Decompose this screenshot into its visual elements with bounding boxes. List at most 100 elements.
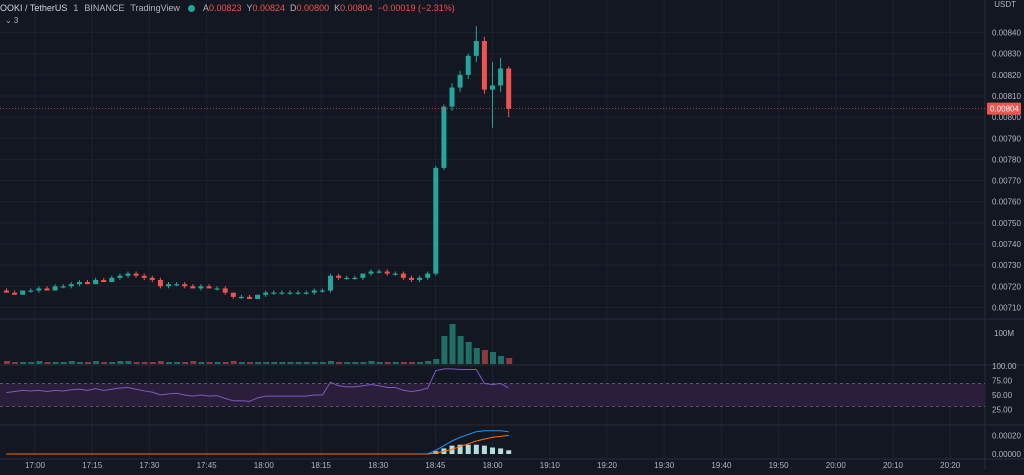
candle-body	[344, 277, 350, 280]
volume-bar	[392, 362, 399, 364]
volume-bar	[182, 362, 189, 364]
candle-body	[133, 273, 139, 276]
candle-body	[93, 279, 99, 285]
time-tick-label: 18:00	[254, 461, 275, 470]
candle-body	[157, 279, 163, 287]
time-tick-label: 19:40	[711, 461, 732, 470]
volume-bar	[230, 361, 237, 364]
volume-bar	[255, 362, 262, 364]
candle-body	[506, 68, 512, 109]
volume-bar	[93, 361, 100, 364]
volume-bar	[287, 362, 294, 364]
candle-body	[287, 292, 293, 294]
candle-body	[481, 41, 487, 90]
volume-bar	[400, 362, 407, 364]
candle-body	[441, 106, 447, 168]
volume-bar	[157, 361, 164, 364]
time-tick-label: 20:00	[826, 461, 847, 470]
candle-body	[206, 286, 212, 289]
volume-bar	[328, 361, 334, 364]
volume-bar	[481, 350, 488, 364]
candle-body	[28, 290, 34, 292]
candle-body	[20, 290, 26, 295]
current-price-label: 0.00804	[990, 105, 1019, 114]
macd-tick-label: 0.00020	[992, 431, 1021, 440]
volume-bar	[352, 362, 359, 364]
time-tick-label: 18:30	[368, 461, 389, 470]
price-tick-label: 0.00740	[992, 240, 1021, 249]
exchange-label: BINANCE	[84, 3, 125, 13]
candle-body	[295, 292, 301, 294]
candle-body	[4, 290, 9, 293]
price-tick-label: 0.00830	[992, 50, 1021, 59]
high-value: 0.00824	[252, 3, 286, 13]
volume-bar	[457, 336, 464, 364]
candle-body	[368, 271, 374, 274]
candle-body	[457, 74, 463, 88]
candle-body	[190, 286, 196, 289]
candle-body	[166, 284, 171, 287]
volume-bar	[441, 336, 448, 364]
volume-bar	[311, 362, 318, 364]
candle-body	[36, 288, 42, 291]
time-tick-label: 18:45	[425, 461, 446, 470]
open-value: 0.00823	[208, 3, 242, 13]
volume-bar	[149, 362, 156, 364]
candle-body	[433, 167, 439, 274]
volume-bar	[28, 362, 35, 364]
candle-body	[303, 292, 309, 294]
rsi-tick-label: 75.00	[992, 377, 1013, 386]
volume-bar	[44, 362, 51, 364]
volume-bar	[76, 362, 83, 364]
interval-label[interactable]: 1	[73, 3, 79, 13]
time-tick-label: 19:20	[597, 461, 618, 470]
indicators-collapse-toggle[interactable]: ⌄ 3	[5, 16, 19, 25]
time-tick-label: 19:50	[769, 461, 790, 470]
time-tick-label: 20:10	[883, 461, 904, 470]
candle-body	[141, 275, 147, 278]
source-label: TradingView	[130, 3, 180, 13]
price-tick-label: 0.00730	[992, 261, 1021, 270]
candle-body	[352, 277, 358, 280]
volume-bar	[68, 361, 75, 364]
candle-body	[182, 284, 188, 287]
macd-histogram-bar	[473, 444, 479, 454]
rsi-tick-label: 25.00	[992, 406, 1013, 415]
low-key: D	[290, 3, 297, 13]
candle-body	[449, 87, 455, 107]
volume-bar	[12, 362, 19, 364]
candle-body	[425, 273, 431, 278]
macd-tick-label: 0.00000	[992, 450, 1021, 459]
candle-body	[376, 271, 382, 273]
volume-bar	[433, 359, 440, 364]
rsi-line	[6, 368, 509, 402]
candle-body	[328, 275, 333, 291]
volume-bar	[166, 362, 172, 364]
candle-body	[117, 275, 123, 278]
candle-body	[174, 284, 180, 286]
macd-signal-line	[6, 434, 509, 455]
symbol-name[interactable]: OOKI / TetherUS	[0, 3, 68, 13]
macd-histogram-bar	[481, 445, 487, 454]
candle-body	[76, 282, 82, 285]
candle-body	[409, 277, 414, 280]
volume-bar	[133, 362, 140, 364]
candle-body	[247, 296, 252, 299]
time-tick-label: 19:10	[540, 461, 561, 470]
volume-bar	[238, 362, 245, 364]
time-tick-label: 20:20	[940, 461, 961, 470]
rsi-tick-label: 100.00	[992, 362, 1017, 371]
volume-bar	[319, 362, 326, 364]
price-tick-label: 0.00770	[992, 177, 1021, 186]
candle-body	[12, 292, 18, 295]
candle-body	[149, 277, 155, 280]
candle-body	[271, 292, 277, 294]
volume-bar	[376, 362, 383, 364]
macd-histogram-bar	[490, 447, 495, 454]
currency-label[interactable]: USDT	[994, 0, 1016, 9]
candle-body	[238, 296, 244, 299]
price-tick-label: 0.00750	[992, 219, 1021, 228]
